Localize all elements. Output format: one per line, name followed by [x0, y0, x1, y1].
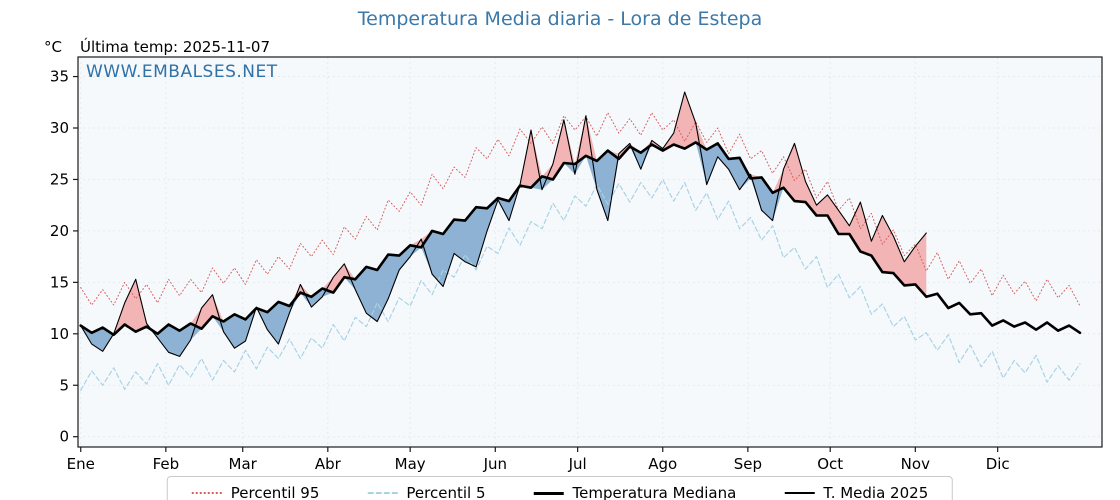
- x-tick-label: Mar: [229, 455, 258, 473]
- series-t-media-2025: [80, 91, 927, 357]
- t-media-2025-line-icon: [784, 492, 815, 494]
- legend-item-percentil-95: Percentil 95: [191, 484, 320, 500]
- legend-label-t-media-2025: T. Media 2025: [823, 484, 929, 500]
- y-tick-label: 5: [59, 376, 69, 394]
- x-tick-label: Oct: [817, 455, 843, 473]
- series-percentil-95: [80, 112, 1081, 307]
- y-tick-label: 20: [50, 222, 69, 240]
- temperatura-mediana-line-icon: [533, 491, 564, 495]
- legend-item-mediana: Temperatura Mediana: [533, 484, 736, 500]
- x-tick-label: Ago: [648, 455, 677, 473]
- x-tick-label: Dic: [986, 455, 1010, 473]
- plot-background: [78, 57, 1102, 447]
- y-unit-label: °C: [44, 38, 62, 56]
- y-tick-label: 30: [50, 119, 69, 137]
- x-tick-label: Sep: [734, 455, 762, 473]
- y-tick-label: 35: [50, 68, 69, 86]
- x-tick-label: Feb: [153, 455, 180, 473]
- x-tick-label: Jul: [568, 455, 587, 473]
- legend-label-percentil-95: Percentil 95: [230, 484, 320, 500]
- x-tick-label: Jun: [483, 455, 507, 473]
- y-tick-label: 25: [50, 170, 69, 188]
- y-tick-label: 10: [50, 325, 69, 343]
- series-percentil-5: [80, 178, 1081, 391]
- x-tick-label: Abr: [315, 455, 342, 473]
- percentil-5-line-icon: [367, 492, 398, 494]
- x-tick-label: Ene: [67, 455, 95, 473]
- x-tick-label: Nov: [901, 455, 930, 473]
- x-tick-label: May: [395, 455, 426, 473]
- legend-label-mediana: Temperatura Mediana: [572, 484, 737, 500]
- chart-title: Temperatura Media diaria - Lora de Estep…: [357, 8, 763, 30]
- plot-border: [77, 56, 1103, 448]
- last-temp-label: Última temp: 2025-11-07: [80, 38, 271, 56]
- legend: Percentil 95 Percentil 5 Temperatura Med…: [166, 476, 954, 500]
- percentil-95-line-icon: [191, 492, 222, 494]
- y-tick-label: 15: [50, 273, 69, 291]
- y-tick-label: 0: [59, 428, 69, 446]
- watermark: WWW.EMBALSES.NET: [86, 62, 278, 82]
- legend-item-percentil-5: Percentil 5: [367, 484, 485, 500]
- series-temperatura-mediana: [79, 141, 1082, 337]
- legend-item-t-media-2025: T. Media 2025: [784, 484, 928, 500]
- legend-label-percentil-5: Percentil 5: [406, 484, 486, 500]
